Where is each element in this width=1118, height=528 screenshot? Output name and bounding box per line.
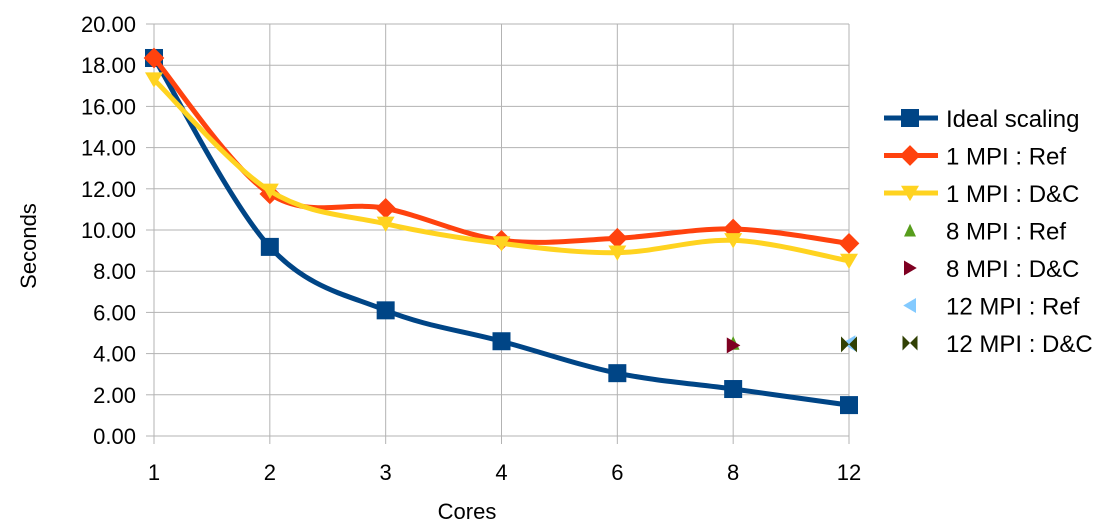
legend-marker-12-mpi-ref (903, 298, 916, 313)
data-point-1-mpi-ref (143, 47, 165, 69)
series-1-mpi-d-c (145, 72, 858, 269)
legend-label-8-mpi-ref: 8 MPI : Ref (946, 219, 1066, 246)
y-tick-label: 12.00 (81, 177, 136, 202)
legend-marker-8-mpi-d-c (904, 260, 917, 276)
legend: Ideal scaling 1 MPI : Ref 1 MPI : D&C 8 MPI… (884, 106, 1093, 358)
data-point-1-mpi-d-c (376, 216, 395, 232)
y-tick-label: 18.00 (81, 53, 136, 78)
data-point-ideal-scaling (260, 237, 279, 256)
data-point-1-mpi-ref (375, 198, 397, 219)
x-tick-label: 1 (148, 460, 160, 485)
data-point-1-mpi-ref (606, 227, 628, 249)
x-tick-label: 2 (264, 460, 276, 485)
y-tick-label: 0.00 (93, 424, 136, 449)
legend-label-ideal-scaling: Ideal scaling (946, 106, 1079, 133)
legend-marker-12-mpi-d-c (902, 335, 910, 351)
legend-item-1-mpi-ref: 1 MPI : Ref (884, 144, 1066, 171)
y-tick-label: 6.00 (93, 300, 136, 325)
y-axis-title: Seconds (16, 203, 41, 289)
y-tick-label: 2.00 (93, 383, 136, 408)
data-point-1-mpi-d-c (608, 245, 627, 261)
data-point-ideal-scaling (376, 301, 395, 320)
legend-item-8-mpi-d-c: 8 MPI : D&C (904, 256, 1079, 283)
legend-label-12-mpi-ref: 12 MPI : Ref (946, 294, 1080, 321)
data-point-ideal-scaling (608, 364, 627, 383)
legend-label-1-mpi-d-c: 1 MPI : D&C (946, 181, 1079, 208)
y-tick-label: 10.00 (81, 218, 136, 243)
legend-item-ideal-scaling: Ideal scaling (884, 106, 1079, 133)
y-tick-label: 14.00 (81, 136, 136, 161)
legend-item-12-mpi-ref: 12 MPI : Ref (903, 294, 1080, 321)
plot-series (143, 47, 860, 415)
legend-marker-12-mpi-d-c (910, 335, 918, 351)
data-point-12-mpi-d-c (841, 336, 849, 353)
data-point-1-mpi-d-c (492, 236, 511, 252)
legend-label-8-mpi-d-c: 8 MPI : D&C (946, 256, 1079, 283)
y-tick-label: 20.00 (81, 12, 136, 37)
data-point-ideal-scaling (840, 396, 858, 415)
data-point-1-mpi-d-c (145, 72, 163, 88)
data-point-1-mpi-ref (838, 233, 860, 254)
legend-marker-ideal-scaling (901, 109, 919, 127)
y-tick-label: 16.00 (81, 94, 136, 119)
legend-item-12-mpi-d-c: 12 MPI : D&C (902, 331, 1093, 358)
legend-label-12-mpi-d-c: 12 MPI : D&C (946, 331, 1093, 358)
x-tick-label: 4 (495, 460, 507, 485)
y-tick-label: 8.00 (93, 259, 136, 284)
legend-marker-8-mpi-ref (904, 223, 916, 237)
x-tick-label: 12 (837, 460, 861, 485)
legend-item-8-mpi-ref: 8 MPI : Ref (904, 219, 1066, 246)
data-point-1-mpi-d-c (840, 253, 858, 269)
legend-item-1-mpi-d-c: 1 MPI : D&C (884, 181, 1079, 208)
series-12-mpi-d-c (841, 336, 857, 353)
x-tick-label: 3 (380, 460, 392, 485)
x-tick-label: 8 (727, 460, 739, 485)
x-axis-title: Cores (438, 499, 497, 524)
data-point-8-mpi-d-c (726, 337, 741, 354)
series-8-mpi-d-c (726, 337, 741, 354)
data-point-1-mpi-d-c (260, 183, 279, 199)
data-point-ideal-scaling (724, 380, 743, 399)
data-point-ideal-scaling (492, 332, 511, 351)
data-point-12-mpi-d-c (849, 336, 857, 353)
legend-marker-1-mpi-d-c (901, 185, 919, 202)
legend-label-1-mpi-ref: 1 MPI : Ref (946, 144, 1066, 171)
data-point-1-mpi-d-c (724, 233, 743, 249)
x-tick-label: 6 (611, 460, 623, 485)
legend-marker-1-mpi-ref (899, 145, 921, 166)
y-tick-label: 4.00 (93, 342, 136, 367)
axes: 0.00 2.00 4.00 6.00 8.00 10.00 12.00 14.00 16.00… (81, 12, 861, 485)
